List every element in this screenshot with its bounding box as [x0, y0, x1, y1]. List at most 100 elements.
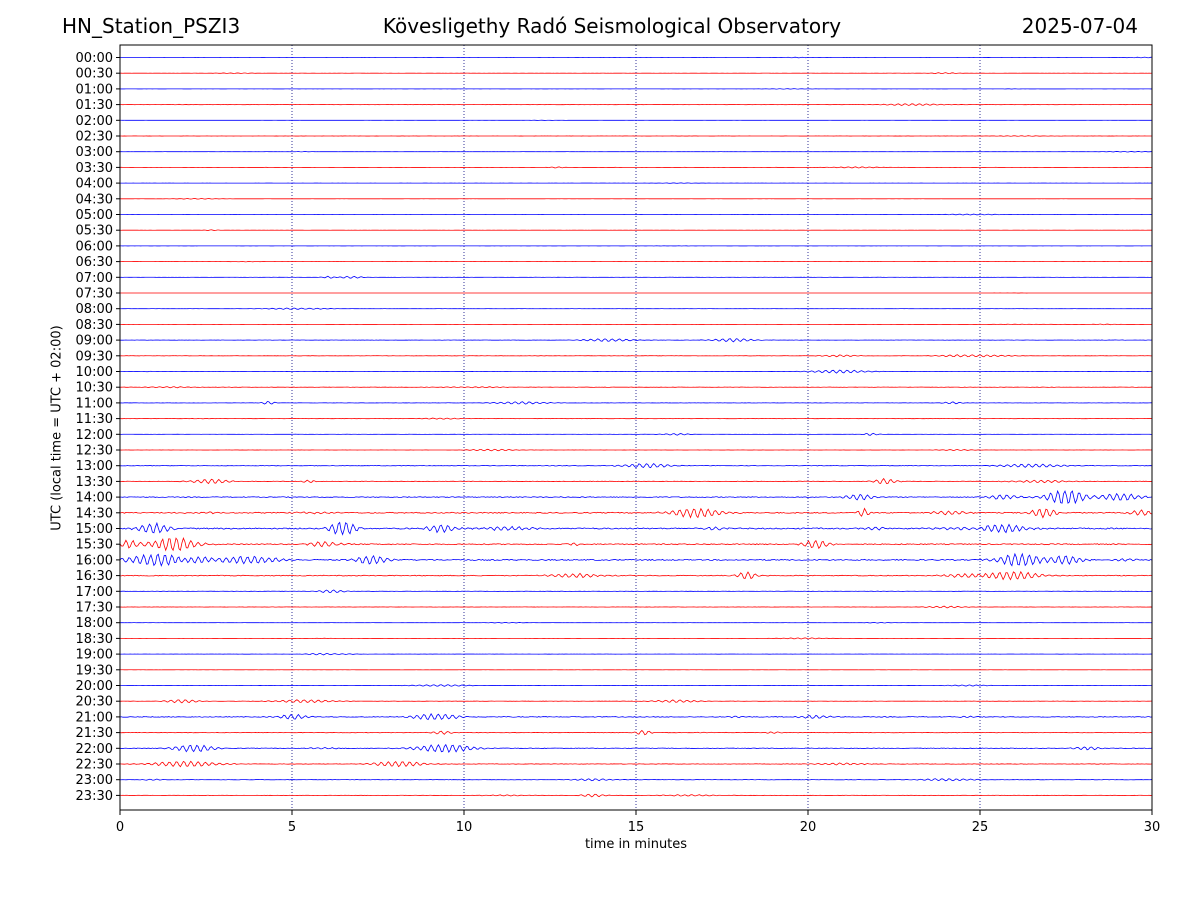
- trace-1230: [119, 448, 1153, 452]
- trace-0000: [119, 56, 1153, 59]
- trace-1730: [119, 605, 1153, 609]
- trace-1300: [119, 462, 1153, 469]
- x-tick-label: 0: [116, 820, 124, 835]
- row-label-1930: 19:30: [76, 663, 113, 678]
- row-label-0230: 02:30: [76, 130, 113, 145]
- row-label-0700: 07:00: [76, 271, 113, 286]
- row-label-0430: 04:30: [76, 192, 113, 207]
- trace-1600: [119, 552, 1153, 567]
- x-tick-label: 5: [288, 820, 296, 835]
- trace-1830: [120, 637, 1153, 640]
- trace-2300: [119, 778, 1153, 782]
- row-label-0400: 04:00: [76, 177, 113, 192]
- row-label-1830: 18:30: [76, 632, 113, 647]
- row-label-1700: 17:00: [76, 585, 113, 600]
- row-label-0330: 03:30: [76, 161, 113, 176]
- trace-0700: [119, 275, 1153, 279]
- row-label-0830: 08:30: [76, 318, 113, 333]
- trace-0330: [119, 166, 1153, 169]
- row-label-1130: 11:30: [76, 412, 113, 427]
- trace-2230: [119, 760, 1153, 768]
- row-label-1500: 15:00: [76, 522, 113, 537]
- row-label-2200: 22:00: [76, 742, 113, 757]
- row-label-1600: 16:00: [76, 553, 113, 568]
- x-axis-label: time in minutes: [584, 837, 688, 852]
- trace-1500: [119, 521, 1153, 536]
- trace-1400: [119, 489, 1153, 505]
- trace-0800: [120, 307, 1153, 310]
- vertical-grid: [291, 45, 981, 810]
- chart-title: Kövesligethy Radó Seismological Observat…: [382, 14, 842, 38]
- trace-1530: [119, 537, 1153, 552]
- trace-1900: [119, 652, 1153, 656]
- seismic-traces: [119, 56, 1153, 798]
- row-label-2300: 23:00: [76, 773, 113, 788]
- row-label-0100: 01:00: [76, 82, 113, 97]
- trace-1200: [119, 432, 1153, 436]
- row-time-labels: 00:0000:3001:0001:3002:0002:3003:0003:30…: [76, 51, 120, 804]
- row-label-2100: 21:00: [76, 710, 113, 725]
- x-tick-label: 15: [628, 820, 645, 835]
- x-axis-ticks: 0 5 10 15 20 25 30: [116, 810, 1160, 835]
- row-label-2000: 20:00: [76, 679, 113, 694]
- row-label-2230: 22:30: [76, 758, 113, 773]
- trace-2000: [119, 684, 1153, 687]
- trace-2330: [119, 793, 1153, 798]
- row-label-1800: 18:00: [76, 616, 113, 631]
- trace-1130: [119, 417, 1153, 420]
- row-label-1730: 17:30: [76, 601, 113, 616]
- chart-date: 2025-07-04: [1021, 14, 1138, 38]
- trace-2030: [119, 699, 1153, 704]
- trace-0230: [119, 135, 1153, 137]
- trace-1000: [120, 369, 1153, 374]
- row-label-2330: 23:30: [76, 789, 113, 804]
- trace-0930: [119, 354, 1153, 358]
- trace-0030: [119, 72, 1153, 75]
- row-label-1230: 12:30: [76, 444, 113, 459]
- trace-0130: [119, 103, 1153, 106]
- plot-frame: [119, 44, 1153, 811]
- row-label-0300: 03:00: [76, 145, 113, 160]
- row-label-1430: 14:30: [76, 506, 113, 521]
- trace-0900: [119, 338, 1153, 343]
- trace-0830: [119, 323, 1153, 326]
- row-label-0800: 08:00: [76, 302, 113, 317]
- row-label-0900: 09:00: [76, 334, 113, 349]
- row-label-0530: 05:30: [76, 224, 113, 239]
- row-label-2030: 20:30: [76, 695, 113, 710]
- row-label-1100: 11:00: [76, 396, 113, 411]
- trace-1630: [119, 570, 1153, 581]
- trace-0500: [119, 213, 1153, 216]
- station-name: HN_Station_PSZI3: [62, 14, 241, 38]
- trace-1330: [119, 477, 1153, 485]
- row-label-0200: 02:00: [76, 114, 113, 129]
- x-tick-label: 30: [1144, 820, 1161, 835]
- row-label-0130: 01:30: [76, 98, 113, 113]
- trace-2200: [119, 743, 1153, 754]
- trace-1700: [119, 589, 1153, 593]
- row-label-1300: 13:00: [76, 459, 113, 474]
- trace-0300: [119, 150, 1153, 153]
- row-label-1900: 19:00: [76, 648, 113, 663]
- row-label-0730: 07:30: [76, 287, 113, 302]
- row-label-2130: 21:30: [76, 726, 113, 741]
- row-label-0630: 06:30: [76, 255, 113, 270]
- trace-1800: [119, 621, 1153, 624]
- row-label-0930: 09:30: [76, 349, 113, 364]
- y-axis-label: UTC (local time = UTC + 02:00): [49, 325, 65, 531]
- x-tick-label: 25: [972, 820, 989, 835]
- x-tick-label: 20: [800, 820, 817, 835]
- row-label-1530: 15:30: [76, 538, 113, 553]
- row-label-1330: 13:30: [76, 475, 113, 490]
- trace-1100: [119, 400, 1153, 405]
- trace-1430: [119, 507, 1153, 519]
- row-label-1030: 10:30: [76, 381, 113, 396]
- row-label-1630: 16:30: [76, 569, 113, 584]
- row-label-0600: 06:00: [76, 239, 113, 254]
- x-tick-label: 10: [456, 820, 473, 835]
- trace-0530: [120, 229, 1153, 231]
- row-label-0030: 00:30: [76, 67, 113, 82]
- row-label-0500: 05:00: [76, 208, 113, 223]
- row-label-0000: 00:00: [76, 51, 113, 66]
- row-label-1200: 12:00: [76, 428, 113, 443]
